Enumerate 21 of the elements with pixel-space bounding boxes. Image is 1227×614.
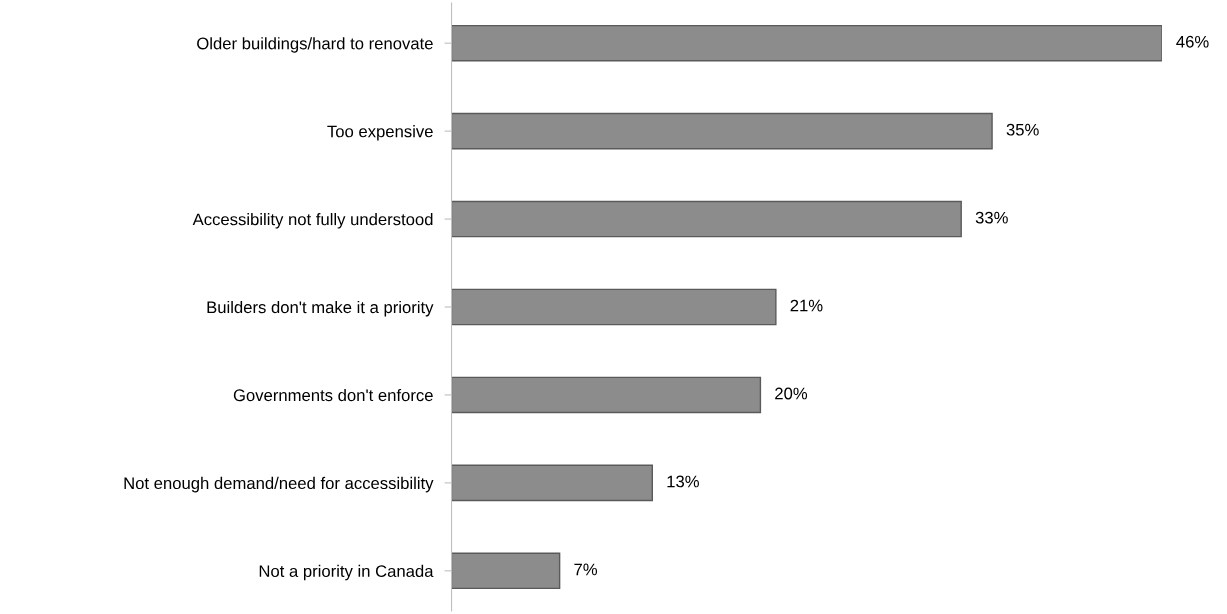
data-label: 13% — [667, 475, 699, 488]
bar — [451, 200, 962, 238]
data-label: 21% — [790, 299, 823, 312]
bar — [451, 24, 1162, 62]
y-tick-label: Too expensive — [327, 125, 433, 141]
y-tick-label: Accessibility not fully understood — [192, 213, 433, 229]
y-tick-label: Governments don't enforce — [233, 388, 433, 402]
data-label: 20% — [775, 387, 808, 400]
bar — [451, 288, 777, 326]
bar — [451, 112, 993, 150]
bar — [451, 376, 762, 414]
bar — [451, 552, 561, 590]
data-label: 35% — [1006, 123, 1039, 136]
bar — [451, 464, 654, 502]
data-label: 33% — [975, 211, 1008, 224]
y-tick-label: Not a priority in Canada — [259, 564, 434, 581]
data-label: 46% — [1176, 35, 1209, 48]
data-label: 7% — [574, 563, 598, 576]
y-tick-label: Not enough demand/need for accessibility — [124, 476, 434, 493]
y-tick-label: Builders don't make it a priority — [207, 300, 434, 317]
y-tick-label: Older buildings/hard to renovate — [197, 37, 433, 53]
